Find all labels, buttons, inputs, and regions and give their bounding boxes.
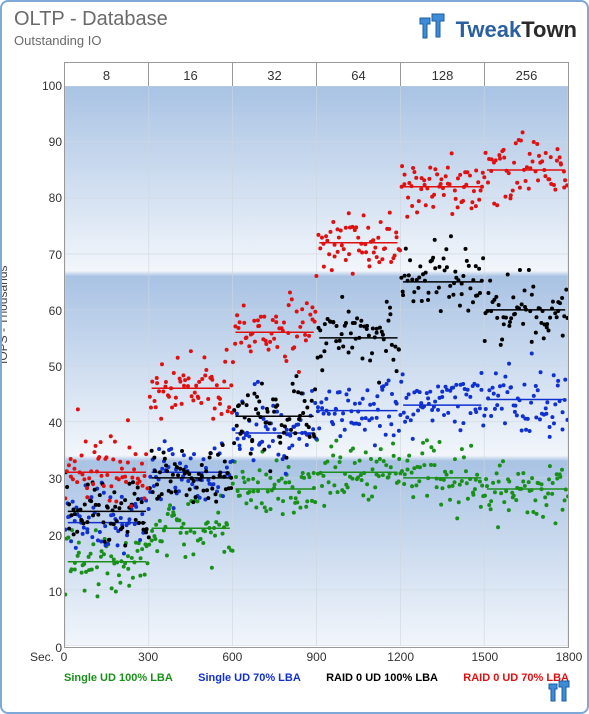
tt-cube-icon — [410, 8, 454, 52]
plot-area — [64, 86, 569, 648]
legend-item: Single UD 100% LBA — [64, 672, 173, 684]
qd-header: 128 — [401, 63, 485, 87]
x-tick-label: 0 — [61, 650, 68, 664]
y-tick-label: 20 — [42, 529, 62, 543]
chart-title: OLTP - Database — [14, 8, 168, 31]
y-tick-label: 60 — [42, 304, 62, 318]
y-tick-label: 100 — [42, 79, 62, 93]
qd-header: 32 — [233, 63, 317, 87]
qd-header: 16 — [149, 63, 233, 87]
queue-depth-strip: 8163264128256 — [64, 62, 569, 88]
x-tick-label: 900 — [306, 650, 326, 664]
y-tick-label: 70 — [42, 248, 62, 262]
y-axis-label: IOPS - Thousands — [0, 266, 10, 365]
brand-logo: TweakTown — [410, 8, 577, 52]
legend-item: Single UD 70% LBA — [198, 672, 301, 684]
legend: Single UD 100% LBA Single UD 70% LBA RAID … — [64, 672, 569, 684]
x-tick-label: 1800 — [556, 650, 583, 664]
brand-text: TweakTown — [456, 17, 577, 43]
y-tick-label: 30 — [42, 472, 62, 486]
tt-cube-icon — [543, 678, 579, 710]
x-tick-label: 1200 — [387, 650, 414, 664]
y-tick-label: 90 — [42, 135, 62, 149]
y-tick-label: 40 — [42, 416, 62, 430]
x-tick-label: 600 — [222, 650, 242, 664]
x-tick-label: 1500 — [471, 650, 498, 664]
qd-header: 64 — [317, 63, 401, 87]
qd-header: 256 — [485, 63, 568, 87]
y-tick-label: 10 — [42, 585, 62, 599]
header: OLTP - Database Outstanding IO — [14, 8, 168, 48]
scatter-plot — [65, 86, 568, 646]
qd-header: 8 — [65, 63, 149, 87]
y-tick-label: 50 — [42, 360, 62, 374]
y-tick-label: 80 — [42, 191, 62, 205]
x-tick-label: 300 — [138, 650, 158, 664]
chart-subtitle: Outstanding IO — [14, 33, 168, 48]
legend-item: RAID 0 UD 100% LBA — [326, 672, 438, 684]
y-tick-label: 0 — [42, 641, 62, 655]
chart-frame: OLTP - Database Outstanding IO TweakTown… — [0, 0, 589, 714]
